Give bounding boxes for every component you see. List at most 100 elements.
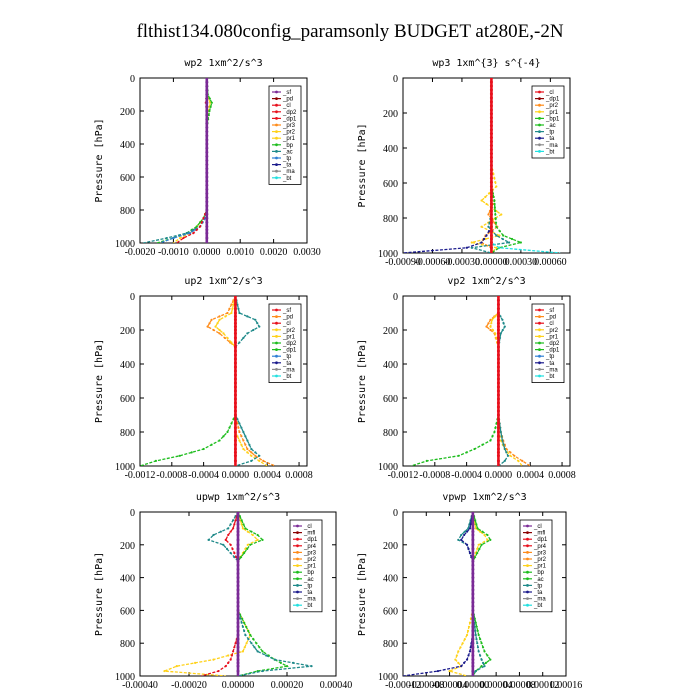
legend-marker bbox=[275, 321, 278, 325]
legend-entry: _bp bbox=[282, 143, 294, 149]
data-point bbox=[236, 649, 240, 653]
data-point bbox=[460, 533, 463, 537]
legend-marker bbox=[275, 156, 278, 160]
data-point bbox=[242, 523, 245, 526]
data-point bbox=[471, 596, 475, 600]
x-tick-label: -0.0008 bbox=[156, 470, 187, 481]
data-point bbox=[205, 179, 209, 183]
data-point bbox=[236, 600, 240, 604]
data-point bbox=[471, 625, 475, 629]
data-point bbox=[242, 439, 245, 442]
data-point bbox=[496, 373, 500, 377]
legend-entry: _tp bbox=[282, 354, 292, 360]
data-point bbox=[236, 596, 240, 600]
data-point bbox=[498, 246, 501, 249]
data-point bbox=[474, 519, 477, 522]
x-tick-label: -0.00040 bbox=[122, 680, 158, 691]
data-point bbox=[236, 512, 240, 514]
data-point bbox=[233, 426, 237, 430]
legend-marker bbox=[275, 110, 278, 114]
data-point bbox=[489, 325, 492, 328]
data-point bbox=[233, 314, 237, 318]
data-point bbox=[487, 225, 490, 228]
data-point bbox=[190, 451, 193, 454]
data-point bbox=[244, 527, 247, 530]
panel-title: vpwp 1xm^2/s^3 bbox=[442, 492, 526, 503]
x-tick-label: -0.0012 bbox=[388, 470, 419, 481]
x-tick-label: -0.00008 bbox=[408, 680, 444, 691]
data-point bbox=[496, 422, 500, 425]
data-point bbox=[202, 447, 205, 451]
data-point bbox=[496, 321, 500, 325]
x-tick-label: 0.00000 bbox=[457, 680, 490, 691]
legend-marker bbox=[275, 136, 278, 140]
data-point bbox=[232, 527, 235, 530]
data-point bbox=[495, 246, 498, 249]
data-point bbox=[495, 336, 498, 340]
data-point bbox=[465, 530, 469, 533]
data-point bbox=[501, 318, 504, 321]
data-point bbox=[218, 328, 221, 332]
data-point bbox=[489, 108, 493, 112]
data-point bbox=[236, 514, 240, 518]
y-tick-label: 400 bbox=[120, 574, 135, 585]
series-line-tp bbox=[159, 78, 208, 243]
legend-marker bbox=[275, 97, 278, 100]
data-point bbox=[285, 665, 289, 668]
data-point bbox=[489, 176, 493, 180]
y-axis-label: Pressure [hPa] bbox=[357, 123, 368, 207]
legend-entry: _bt bbox=[545, 374, 555, 380]
data-point bbox=[496, 389, 500, 393]
data-point bbox=[192, 232, 195, 235]
y-tick-label: 400 bbox=[120, 360, 135, 371]
x-tick-label: 0.0020 bbox=[260, 247, 288, 258]
data-point bbox=[493, 206, 496, 209]
series-line-dp1 bbox=[140, 296, 237, 466]
data-point bbox=[243, 621, 246, 624]
legend-marker bbox=[275, 374, 278, 378]
data-point bbox=[239, 556, 243, 559]
data-point bbox=[513, 454, 516, 457]
data-point bbox=[175, 665, 178, 668]
data-point bbox=[232, 519, 235, 522]
data-point bbox=[494, 332, 497, 335]
data-point bbox=[236, 555, 240, 559]
data-point bbox=[467, 625, 471, 628]
data-point bbox=[496, 434, 500, 438]
data-point bbox=[465, 633, 469, 637]
y-tick-label: 800 bbox=[120, 428, 135, 439]
legend-marker bbox=[538, 315, 541, 318]
data-point bbox=[471, 608, 475, 612]
y-tick-label: 200 bbox=[383, 541, 398, 552]
data-point bbox=[249, 543, 252, 546]
data-point bbox=[457, 538, 460, 541]
data-point bbox=[236, 567, 240, 571]
legend-marker bbox=[275, 130, 278, 134]
data-point bbox=[250, 447, 253, 451]
x-tick-label: -0.0004 bbox=[188, 470, 219, 481]
legend-entry: _pr2 bbox=[282, 328, 296, 334]
legend-entry: _bp1 bbox=[545, 116, 560, 122]
data-point bbox=[499, 332, 502, 335]
data-point bbox=[254, 318, 257, 321]
legend-marker bbox=[275, 354, 278, 358]
legend-entry: _pr1 bbox=[303, 564, 317, 570]
legend-marker bbox=[296, 557, 299, 561]
x-tick-label: 0.00000 bbox=[222, 680, 255, 691]
data-point bbox=[233, 377, 237, 381]
data-point bbox=[489, 112, 493, 116]
data-point bbox=[238, 430, 241, 434]
legend-marker bbox=[275, 368, 278, 371]
y-tick-label: 200 bbox=[120, 326, 135, 337]
legend-marker bbox=[538, 150, 541, 153]
legend-marker bbox=[275, 103, 278, 107]
data-point bbox=[205, 146, 209, 150]
data-point bbox=[224, 538, 227, 541]
legend-marker bbox=[538, 374, 541, 378]
data-point bbox=[250, 530, 253, 533]
data-point bbox=[246, 315, 249, 318]
data-point bbox=[476, 547, 479, 551]
panel-title: up2 1xm^2/s^3 bbox=[184, 276, 262, 287]
data-point bbox=[489, 148, 493, 152]
data-point bbox=[236, 551, 240, 555]
